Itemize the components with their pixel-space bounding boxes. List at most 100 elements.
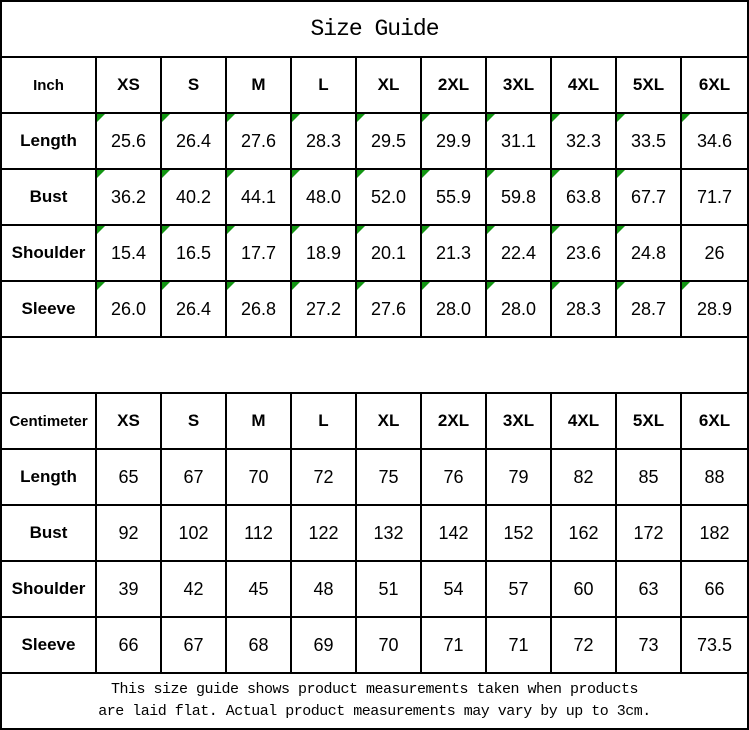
- size-value-cell-text: 76: [443, 466, 464, 487]
- size-value-cell: 27.6: [357, 282, 422, 338]
- size-value-cell: 71.7: [682, 170, 747, 226]
- cell-corner-marker: [617, 170, 625, 178]
- size-value-cell: 31.1: [487, 114, 552, 170]
- footer-note: This size guide shows product measuremen…: [2, 674, 747, 728]
- size-value-cell-text: 63: [638, 578, 659, 599]
- size-value-cell-text: 16.5: [175, 242, 212, 263]
- size-value-cell: 44.1: [227, 170, 292, 226]
- footer-note-line2: are laid flat. Actual product measuremen…: [98, 703, 651, 720]
- size-value-cell-text: 73: [638, 634, 659, 655]
- size-header-cell-text: 3XL: [502, 75, 535, 94]
- cell-corner-marker: [422, 282, 430, 290]
- size-value-cell: 72: [552, 618, 617, 674]
- cell-corner-marker: [227, 282, 235, 290]
- size-header-cell-text: M: [251, 75, 266, 94]
- size-value-cell-text: 172: [633, 522, 664, 543]
- cell-corner-marker: [552, 114, 560, 122]
- cell-corner-marker: [552, 226, 560, 234]
- size-value-cell: 102: [162, 506, 227, 562]
- size-value-cell: 48.0: [292, 170, 357, 226]
- size-value-cell-text: 40.2: [175, 186, 212, 207]
- size-value-cell: 122: [292, 506, 357, 562]
- size-value-cell: 33.5: [617, 114, 682, 170]
- size-value-cell-text: 73.5: [696, 634, 733, 655]
- cell-corner-marker: [162, 170, 170, 178]
- size-header-cell: L: [292, 394, 357, 450]
- size-value-cell-text: 20.1: [370, 242, 407, 263]
- size-value-cell-text: 27.2: [305, 298, 342, 319]
- size-value-cell-text: 85: [638, 466, 659, 487]
- size-value-cell-text: 29.9: [435, 130, 472, 151]
- measurement-label-cell: Sleeve: [2, 282, 97, 338]
- cell-corner-marker: [422, 170, 430, 178]
- size-value-cell: 67.7: [617, 170, 682, 226]
- size-value-cell: 57: [487, 562, 552, 618]
- size-value-cell-text: 60: [573, 578, 594, 599]
- measurement-label-cell-text: Shoulder: [11, 579, 86, 598]
- size-value-cell-text: 21.3: [435, 242, 472, 263]
- measurement-label-cell: Shoulder: [2, 226, 97, 282]
- size-header-cell-text: XL: [377, 411, 400, 430]
- size-header-cell: XL: [357, 394, 422, 450]
- cell-corner-marker: [487, 226, 495, 234]
- size-value-cell-text: 33.5: [630, 130, 667, 151]
- size-value-cell: 60: [552, 562, 617, 618]
- size-value-cell: 25.6: [97, 114, 162, 170]
- size-value-cell: 132: [357, 506, 422, 562]
- size-value-cell-text: 45: [248, 578, 269, 599]
- size-value-cell: 69: [292, 618, 357, 674]
- unit-label-cell: Inch: [2, 58, 97, 114]
- size-value-cell: 67: [162, 450, 227, 506]
- size-value-cell-text: 70: [378, 634, 399, 655]
- size-value-cell-text: 39: [118, 578, 139, 599]
- size-value-cell: 45: [227, 562, 292, 618]
- cell-corner-marker: [357, 282, 365, 290]
- size-value-cell: 72: [292, 450, 357, 506]
- size-value-cell-text: 27.6: [240, 130, 277, 151]
- size-header-cell: 3XL: [487, 58, 552, 114]
- size-value-cell-text: 79: [508, 466, 529, 487]
- spacer-band: [2, 338, 747, 394]
- size-value-cell-text: 59.8: [500, 186, 537, 207]
- size-value-cell-text: 65: [118, 466, 139, 487]
- cell-corner-marker: [227, 170, 235, 178]
- size-value-cell: 70: [357, 618, 422, 674]
- size-value-cell-text: 71: [508, 634, 529, 655]
- size-value-cell: 34.6: [682, 114, 747, 170]
- size-value-cell-text: 132: [373, 522, 404, 543]
- size-header-cell-text: 2XL: [437, 75, 470, 94]
- size-value-cell-text: 67: [183, 466, 204, 487]
- cell-corner-marker: [487, 282, 495, 290]
- size-value-cell-text: 92: [118, 522, 139, 543]
- measurement-label-cell: Sleeve: [2, 618, 97, 674]
- size-value-cell: 15.4: [97, 226, 162, 282]
- size-header-cell: 6XL: [682, 58, 747, 114]
- measurement-label-cell: Length: [2, 450, 97, 506]
- size-header-cell-text: S: [187, 75, 200, 94]
- cell-corner-marker: [552, 282, 560, 290]
- size-header-cell-text: XL: [377, 75, 400, 94]
- size-value-cell-text: 57: [508, 578, 529, 599]
- cell-corner-marker: [227, 114, 235, 122]
- size-value-cell-text: 67: [183, 634, 204, 655]
- size-value-cell-text: 34.6: [696, 130, 733, 151]
- size-value-cell: 28.3: [552, 282, 617, 338]
- size-value-cell-text: 68: [248, 634, 269, 655]
- measurement-label-cell-text: Length: [20, 131, 77, 150]
- size-value-cell-text: 28.7: [630, 298, 667, 319]
- size-value-cell: 63: [617, 562, 682, 618]
- size-header-cell: 5XL: [617, 394, 682, 450]
- size-header-cell: XS: [97, 58, 162, 114]
- size-value-cell-text: 162: [568, 522, 599, 543]
- cell-corner-marker: [227, 226, 235, 234]
- size-value-cell-text: 48.0: [305, 186, 342, 207]
- size-value-cell-text: 26.4: [175, 130, 212, 151]
- measurement-label-cell-text: Bust: [29, 523, 68, 542]
- measurement-label-cell-text: Sleeve: [21, 299, 76, 318]
- size-header-cell-text: M: [251, 411, 266, 430]
- size-value-cell: 52.0: [357, 170, 422, 226]
- size-header-cell-text: XS: [117, 411, 140, 430]
- size-header-cell: 2XL: [422, 394, 487, 450]
- size-value-cell: 75: [357, 450, 422, 506]
